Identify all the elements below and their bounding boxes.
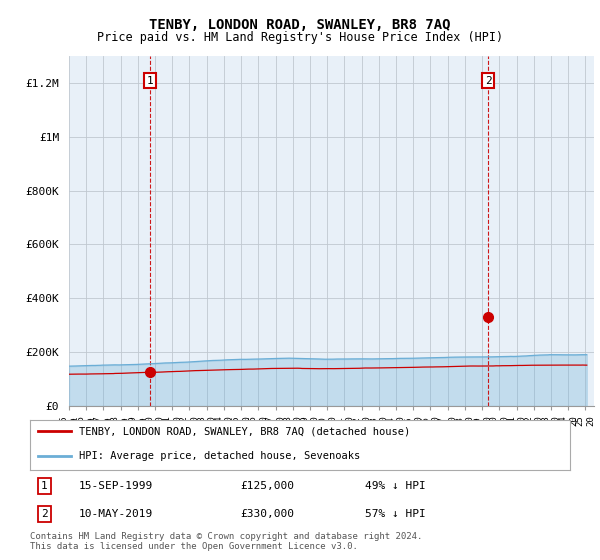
Text: 15-SEP-1999: 15-SEP-1999 — [79, 481, 153, 491]
Text: TENBY, LONDON ROAD, SWANLEY, BR8 7AQ: TENBY, LONDON ROAD, SWANLEY, BR8 7AQ — [149, 18, 451, 32]
Text: 2: 2 — [41, 509, 47, 519]
Text: TENBY, LONDON ROAD, SWANLEY, BR8 7AQ (detached house): TENBY, LONDON ROAD, SWANLEY, BR8 7AQ (de… — [79, 426, 410, 436]
Text: 1: 1 — [41, 481, 47, 491]
Text: 49% ↓ HPI: 49% ↓ HPI — [365, 481, 425, 491]
Text: £330,000: £330,000 — [241, 509, 295, 519]
Text: This data is licensed under the Open Government Licence v3.0.: This data is licensed under the Open Gov… — [30, 542, 358, 551]
Text: Contains HM Land Registry data © Crown copyright and database right 2024.: Contains HM Land Registry data © Crown c… — [30, 532, 422, 541]
Text: HPI: Average price, detached house, Sevenoaks: HPI: Average price, detached house, Seve… — [79, 451, 360, 461]
Text: Price paid vs. HM Land Registry's House Price Index (HPI): Price paid vs. HM Land Registry's House … — [97, 31, 503, 44]
Text: 1: 1 — [146, 76, 154, 86]
Text: £125,000: £125,000 — [241, 481, 295, 491]
Text: 57% ↓ HPI: 57% ↓ HPI — [365, 509, 425, 519]
Text: 10-MAY-2019: 10-MAY-2019 — [79, 509, 153, 519]
Text: 2: 2 — [485, 76, 491, 86]
